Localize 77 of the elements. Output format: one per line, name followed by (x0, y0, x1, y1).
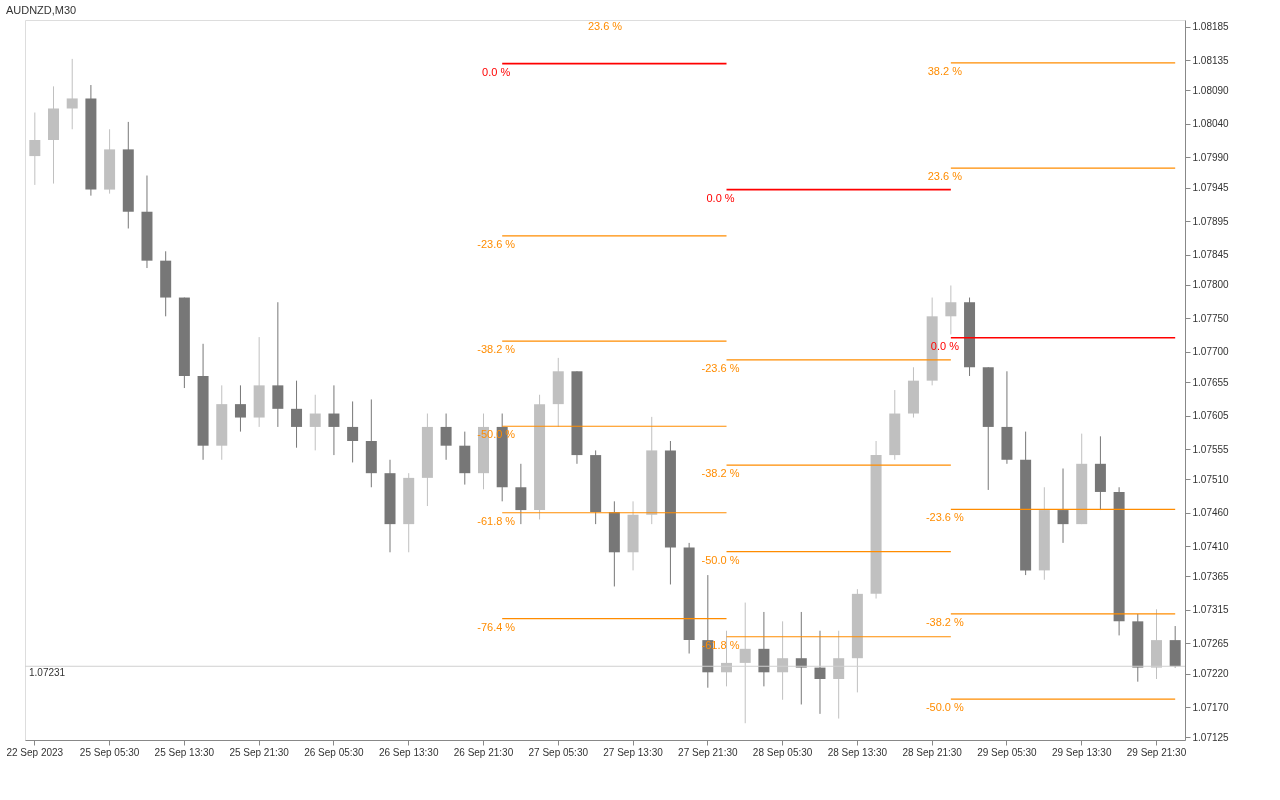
series-label: -50.0 % (477, 428, 516, 441)
annotation: 23.6 % (587, 20, 623, 32)
y-tick-label: 1.07265 (1192, 637, 1230, 649)
x-tick-label: 26 Sep 05:30 (304, 746, 365, 758)
y-tick-label: 1.07410 (1192, 540, 1230, 552)
y-tick-label: 1.07315 (1192, 604, 1230, 616)
y-tick-label: 1.08185 (1192, 21, 1230, 33)
y-tick-label: 1.07555 (1192, 443, 1230, 455)
candlestick (347, 400, 359, 463)
x-tick-label: 25 Sep 21:30 (229, 746, 290, 758)
candlestick (291, 380, 303, 449)
candlestick (272, 301, 284, 428)
y-tick-label: 1.07700 (1192, 346, 1230, 358)
ref-line-label: 1.07231 (29, 667, 66, 679)
series-label: -50.0 % (701, 553, 740, 566)
y-tick-label: 1.07125 (1192, 731, 1230, 743)
y-tick-label: 1.07365 (1192, 570, 1230, 582)
y-tick-label: 1.07655 (1192, 376, 1230, 388)
chart-title: AUDNZD,M30 (5, 4, 77, 16)
series-label: -50.0 % (925, 701, 965, 714)
candlestick (739, 602, 751, 724)
x-tick-label: 26 Sep 21:30 (453, 746, 514, 758)
x-tick-label: 25 Sep 13:30 (154, 746, 215, 758)
x-tick-label: 27 Sep 13:30 (603, 746, 664, 758)
candlestick (1057, 467, 1069, 544)
candlestick (777, 620, 789, 701)
x-tick-label: 28 Sep 13:30 (827, 746, 888, 758)
x-tick-label: 26 Sep 13:30 (378, 746, 439, 758)
x-tick-label: 25 Sep 05:30 (79, 746, 140, 758)
y-tick-label: 1.07750 (1192, 312, 1230, 324)
x-tick-label: 27 Sep 05:30 (528, 746, 589, 758)
series-label: -61.8 % (477, 514, 516, 527)
x-tick-label: 27 Sep 21:30 (678, 746, 739, 758)
y-tick-label: 1.07510 (1192, 473, 1230, 485)
x-tick-label: 29 Sep 13:30 (1051, 746, 1112, 758)
candlestick (66, 58, 78, 130)
y-tick-label: 1.07990 (1192, 151, 1230, 163)
series-label: -76.4 % (477, 620, 516, 633)
candlestick (328, 384, 340, 456)
y-tick-label: 1.07845 (1192, 249, 1230, 261)
x-tick-label: 22 Sep 2023 (6, 746, 64, 758)
series-label: -23.6 % (477, 237, 516, 250)
y-tick-label: 1.08090 (1192, 84, 1230, 96)
series-label: 38.2 % (927, 64, 963, 77)
y-tick-label: 1.07895 (1192, 215, 1230, 227)
y-tick-label: 1.07220 (1192, 668, 1230, 680)
candlestick (29, 112, 41, 186)
y-tick-label: 1.08040 (1192, 118, 1230, 130)
y-tick-label: 1.07170 (1192, 701, 1230, 713)
series-label: -38.2 % (925, 615, 965, 628)
series-label: 0.0 % (482, 65, 511, 78)
series-label: -38.2 % (477, 343, 516, 356)
series-label: -23.6 % (701, 361, 740, 374)
y-tick-label: 1.07800 (1192, 279, 1230, 291)
candlestick (515, 463, 527, 525)
y-tick-label: 1.07460 (1192, 507, 1230, 519)
candlestick (758, 611, 770, 687)
candlestick (795, 611, 807, 705)
y-tick-label: 1.08135 (1192, 54, 1230, 66)
series-label: -38.2 % (701, 467, 740, 480)
candlestick (814, 630, 826, 715)
series-label: 0.0 % (706, 191, 735, 204)
candlestick (309, 394, 321, 451)
candlestick (440, 413, 452, 461)
candlestick (945, 284, 957, 335)
x-tick-label: 28 Sep 05:30 (752, 746, 813, 758)
y-tick-label: 1.07605 (1192, 410, 1230, 422)
x-tick-label: 29 Sep 21:30 (1126, 746, 1187, 758)
candlestick (234, 384, 246, 433)
x-tick-label: 29 Sep 05:30 (977, 746, 1038, 758)
candlestick (833, 630, 845, 720)
series-label: -61.8 % (701, 638, 740, 651)
series-label: -23.6 % (925, 511, 965, 524)
series-label: 0.0 % (930, 339, 960, 352)
y-tick-label: 1.07945 (1192, 182, 1230, 194)
series-label: 23.6 % (927, 170, 963, 183)
x-tick-label: 28 Sep 21:30 (902, 746, 963, 758)
